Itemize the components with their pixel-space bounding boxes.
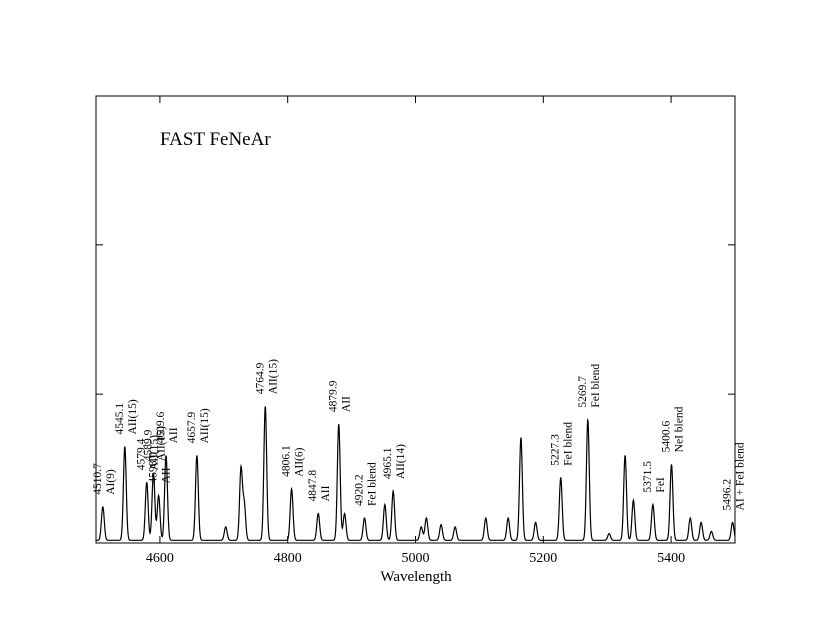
line-wavelength-label: 4598.0 bbox=[148, 452, 160, 484]
plot-frame bbox=[95, 95, 736, 544]
chart-title: FAST FeNeAr bbox=[160, 129, 271, 150]
line-identification-label: AI(9) bbox=[105, 469, 117, 495]
line-identification-label: AII(15) bbox=[149, 435, 161, 470]
line-identification-label: AII bbox=[168, 427, 180, 443]
line-wavelength-label: 4510.7 bbox=[92, 463, 104, 495]
line-wavelength-label: 4764.9 bbox=[254, 362, 266, 394]
x-tick-label: 4600 bbox=[146, 551, 174, 566]
line-identification-label: FeI blend bbox=[367, 462, 379, 506]
line-identification-label: FeI blend bbox=[590, 364, 602, 408]
x-tick-label: 5000 bbox=[402, 551, 430, 566]
x-tick-label: 5200 bbox=[529, 551, 557, 566]
line-annotations: 4510.7 AI(9)4545.1 AII(15)4579.4 AII(15)458… bbox=[92, 359, 747, 511]
line-wavelength-label: 4657.9 bbox=[186, 412, 198, 444]
x-tick-label: 5400 bbox=[657, 551, 685, 566]
line-wavelength-label: 4545.1 bbox=[114, 403, 126, 435]
line-identification-label: AII(15) bbox=[127, 399, 139, 434]
line-identification-label: AII(15) bbox=[199, 408, 211, 443]
line-wavelength-label: 5269.7 bbox=[577, 376, 589, 408]
line-identification-label: AII(14) bbox=[395, 444, 407, 479]
spectrum-line bbox=[96, 406, 736, 541]
line-wavelength-label: 5400.6 bbox=[660, 420, 672, 452]
line-identification-label: NeI blend bbox=[673, 406, 685, 452]
line-identification-label: AII(15) bbox=[267, 359, 279, 394]
line-wavelength-label: 5371.5 bbox=[642, 461, 654, 493]
line-wavelength-label: 4806.1 bbox=[281, 445, 293, 477]
line-identification-label: AII bbox=[161, 467, 173, 483]
line-identification-label: AII(15) bbox=[155, 426, 167, 461]
line-wavelength-label: 4579.4 bbox=[136, 438, 148, 470]
line-identification-label: AII(6) bbox=[294, 447, 306, 477]
line-wavelength-label: 4920.2 bbox=[354, 474, 366, 506]
axis-ticks: 4600 4800 5000 5200 5400 bbox=[96, 96, 735, 566]
line-identification-label: FeI blend bbox=[563, 422, 575, 466]
line-identification-label: AII bbox=[341, 396, 353, 412]
x-tick-label: 4800 bbox=[274, 551, 302, 566]
line-wavelength-label: 5227.3 bbox=[550, 434, 562, 466]
line-identification-label: AII bbox=[320, 485, 332, 501]
line-identification-label: FeI bbox=[655, 477, 667, 493]
line-wavelength-label: 4847.8 bbox=[307, 470, 319, 502]
line-wavelength-label: 4589.9 bbox=[142, 429, 154, 461]
x-axis-title: Wavelength bbox=[380, 569, 452, 585]
line-wavelength-label: 4879.9 bbox=[328, 380, 340, 412]
line-wavelength-label: 4965.1 bbox=[382, 447, 394, 479]
line-wavelength-label: 4609.6 bbox=[155, 412, 167, 444]
line-wavelength-label: 5496.2 bbox=[722, 479, 734, 511]
line-identification-label: AI + FeI blend bbox=[735, 442, 747, 510]
